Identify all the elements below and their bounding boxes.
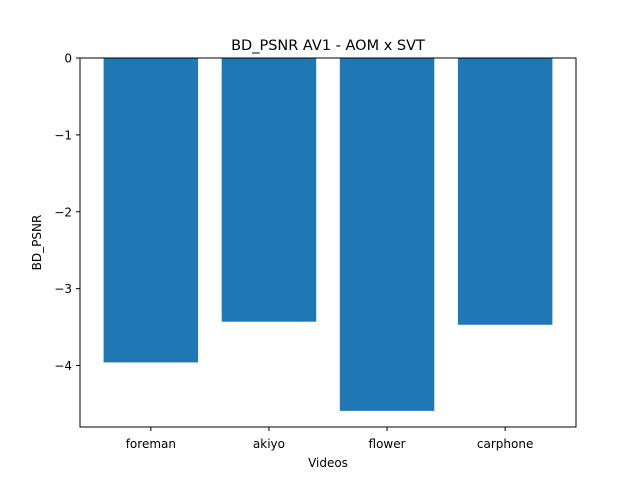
- x-tick-label-carphone: carphone: [477, 437, 533, 451]
- chart-title: BD_PSNR AV1 - AOM x SVT: [231, 38, 425, 54]
- bars-group: [103, 58, 553, 411]
- y-tick-label: −3: [54, 282, 72, 296]
- y-axis-label: BD_PSNR: [30, 215, 44, 271]
- x-axis: foreman akiyo flower carphone: [126, 427, 533, 451]
- y-tick-label: −4: [54, 359, 72, 373]
- bar-flower: [339, 58, 435, 411]
- y-tick-label: −2: [54, 205, 72, 219]
- bar-akiyo: [221, 58, 317, 322]
- x-axis-label: Videos: [308, 456, 348, 470]
- y-tick-label: −1: [54, 128, 72, 142]
- bar-foreman: [103, 58, 199, 363]
- y-axis: 0 −1 −2 −3 −4: [54, 52, 80, 373]
- plot-frame: [79, 57, 577, 428]
- x-tick-label-akiyo: akiyo: [253, 437, 285, 451]
- x-tick-label-flower: flower: [369, 437, 406, 451]
- x-tick-label-foreman: foreman: [126, 437, 176, 451]
- bar-carphone: [457, 58, 553, 325]
- y-tick-label: 0: [64, 52, 72, 66]
